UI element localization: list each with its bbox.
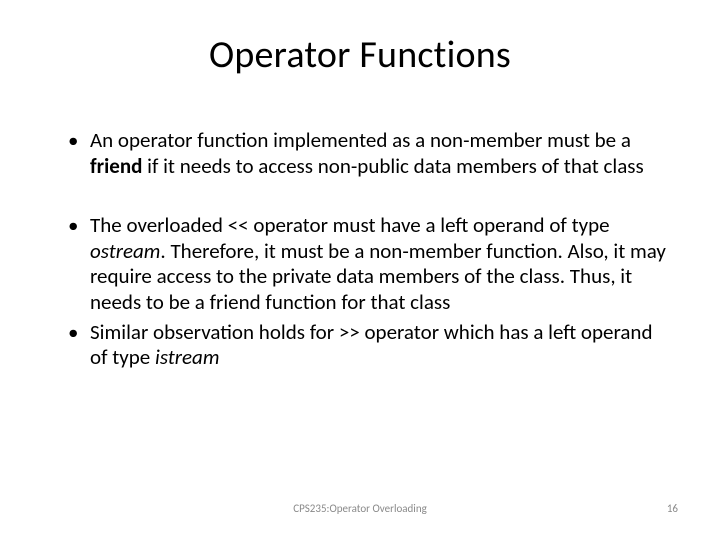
bullet-item: The overloaded << operator must have a l… [68, 213, 672, 315]
footer-center-text: CPS235:Operator Overloading [293, 502, 427, 515]
bullet-text-italic: ostream [90, 238, 160, 264]
bullet-text-bold: friend [90, 153, 142, 179]
slide-title: Operator Functions [40, 32, 680, 78]
bullet-list: An operator function implemented as a no… [68, 128, 672, 371]
slide-footer: CPS235:Operator Overloading 16 [0, 502, 720, 522]
slide: Operator Functions An operator function … [0, 0, 720, 540]
bullet-item: Similar observation holds for >> operato… [68, 320, 672, 371]
bullet-text: An operator function implemented as a no… [90, 127, 631, 153]
bullet-item: An operator function implemented as a no… [68, 128, 672, 179]
bullet-text: . Therefore, it must be a non-member fun… [90, 238, 666, 315]
slide-body: An operator function implemented as a no… [40, 128, 680, 371]
bullet-text: The overloaded << operator must have a l… [90, 212, 610, 238]
bullet-text: if it needs to access non-public data me… [142, 153, 643, 179]
page-number: 16 [667, 502, 678, 515]
bullet-text-italic: istream [155, 344, 219, 370]
